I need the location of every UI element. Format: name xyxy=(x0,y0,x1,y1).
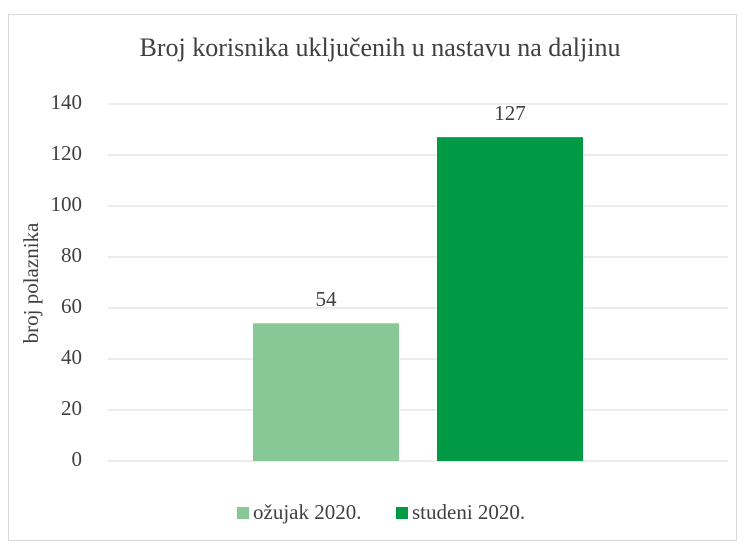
legend-label: studeni 2020. xyxy=(412,500,525,524)
y-tick-label: 100 xyxy=(51,192,83,216)
y-tick-label: 60 xyxy=(61,294,82,318)
y-tick-label: 80 xyxy=(61,243,82,267)
data-label: 54 xyxy=(316,287,338,311)
y-tick-label: 20 xyxy=(61,396,82,420)
bar xyxy=(253,323,399,461)
y-tick-label: 120 xyxy=(51,141,83,165)
legend-swatch xyxy=(237,507,249,519)
bar xyxy=(437,137,583,461)
y-tick-label: 140 xyxy=(51,90,83,114)
y-tick-label: 0 xyxy=(72,447,83,471)
y-axis-label: broj polaznika xyxy=(19,222,43,343)
chart-border xyxy=(8,14,737,541)
data-label: 127 xyxy=(494,101,526,125)
y-tick-label: 40 xyxy=(61,345,82,369)
chart-title: Broj korisnika uključenih u nastavu na d… xyxy=(139,33,621,62)
legend-swatch xyxy=(396,507,408,519)
legend-label: ožujak 2020. xyxy=(253,500,361,524)
